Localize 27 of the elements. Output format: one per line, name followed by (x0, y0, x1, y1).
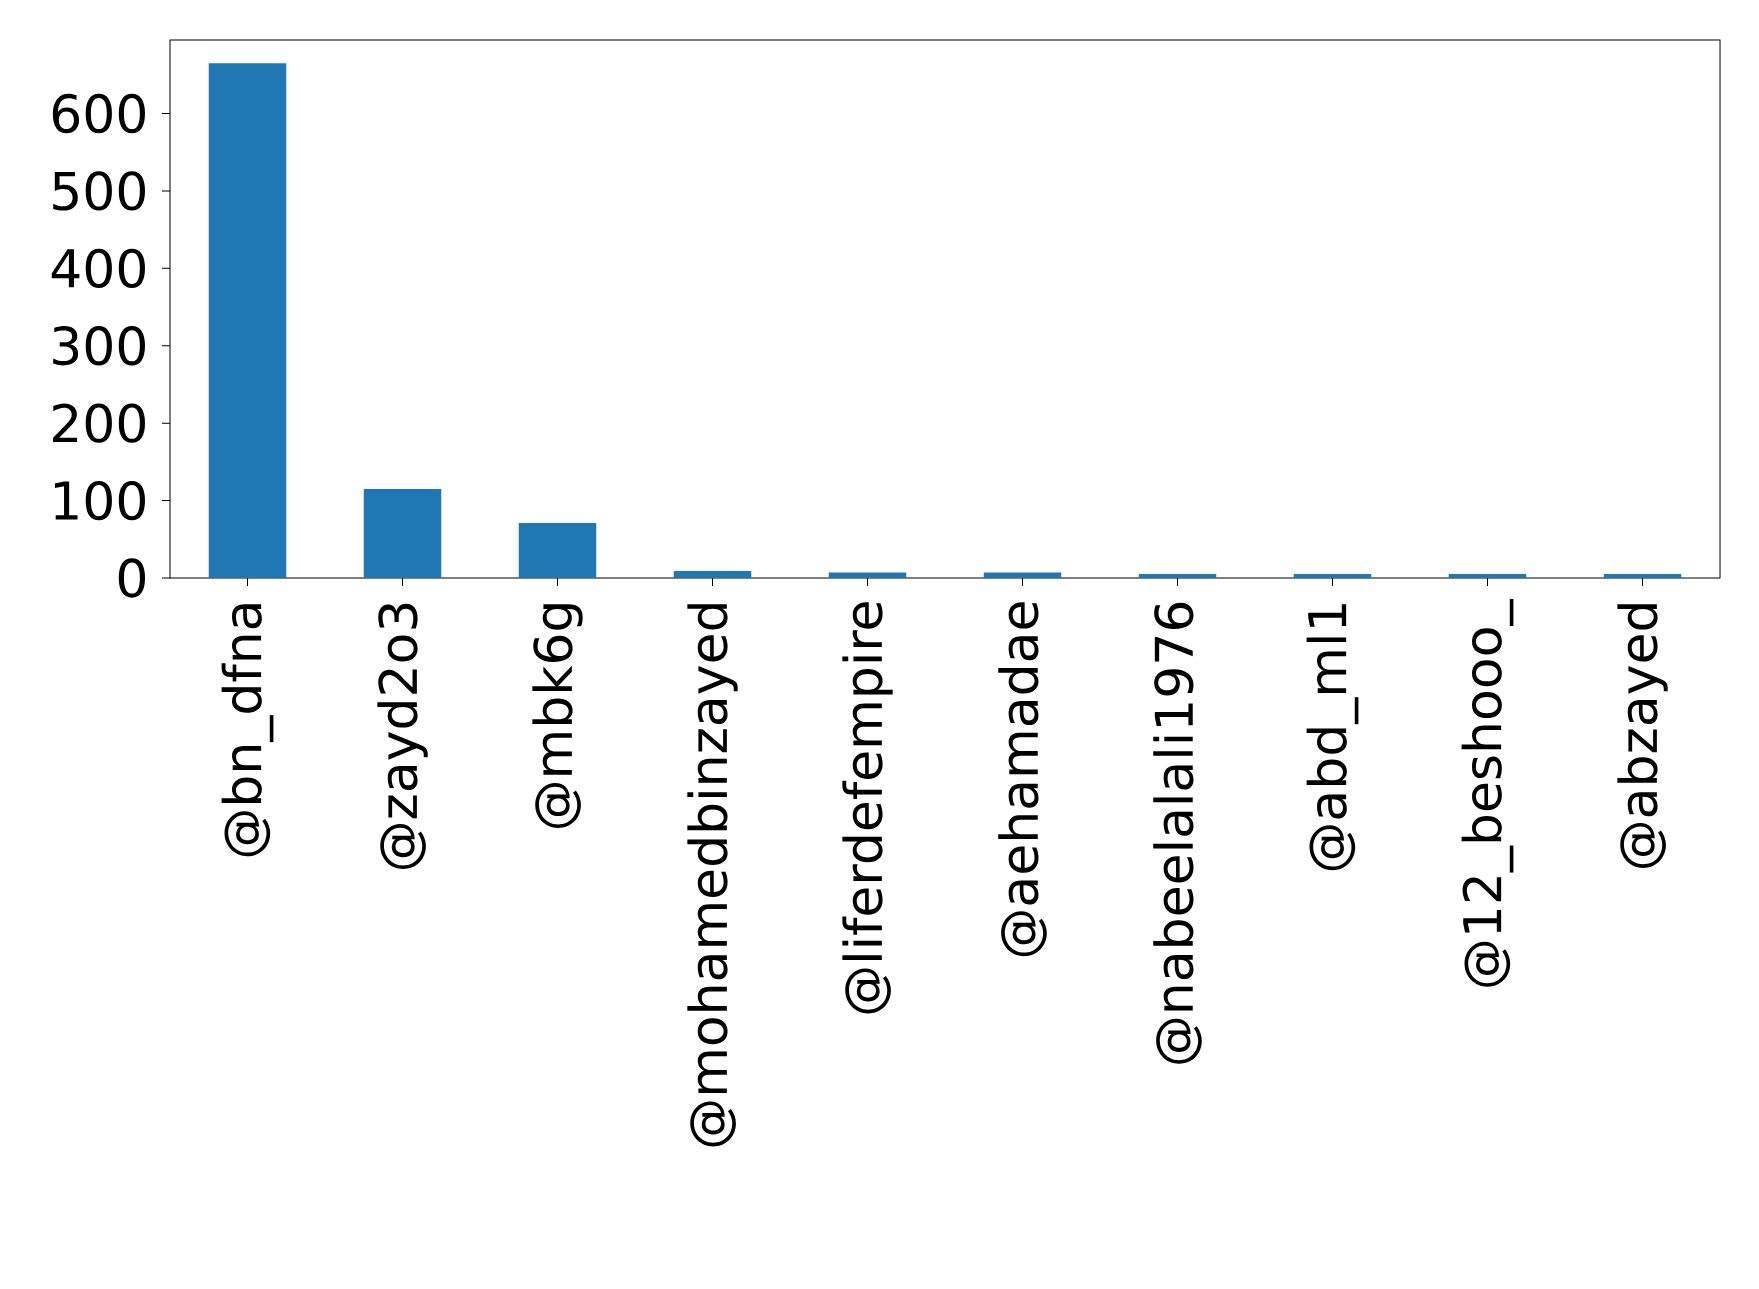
x-tick-label: @12_beshooo_ (1461, 599, 1514, 987)
x-tick-label: @zayd2o3 (377, 603, 428, 870)
x-tick-label: @liferdefempire (842, 602, 893, 1014)
x-tick-label: @mbk6g (532, 604, 583, 828)
x-tick-label: @bn_dfna (221, 604, 274, 857)
y-tick-label: 200 (53, 403, 145, 443)
bar (363, 488, 442, 578)
x-tick-label: @abzayed (1617, 604, 1668, 868)
bar (983, 572, 1062, 578)
y-tick-label: 600 (52, 93, 145, 134)
x-tick-label: @aehamadae (998, 602, 1047, 957)
bar (673, 571, 752, 578)
y-tick-label: 500 (53, 171, 145, 211)
x-tick-label: @nabeelalali1976 (1153, 602, 1202, 1064)
x-tick-label: @abd_ml1 (1306, 604, 1359, 871)
y-tick-label: 100 (54, 480, 145, 521)
y-tick-label: 400 (51, 248, 145, 289)
bar (1293, 574, 1372, 578)
bar (1138, 574, 1217, 578)
bar (518, 523, 597, 578)
bar (208, 63, 287, 578)
x-tick-label: @mohamedbinzayed (687, 604, 738, 1147)
y-tick-label: 0 (118, 558, 146, 598)
bar (1448, 574, 1527, 578)
bar (828, 572, 907, 578)
y-tick-label: 300 (53, 326, 145, 366)
bar (1603, 574, 1682, 578)
